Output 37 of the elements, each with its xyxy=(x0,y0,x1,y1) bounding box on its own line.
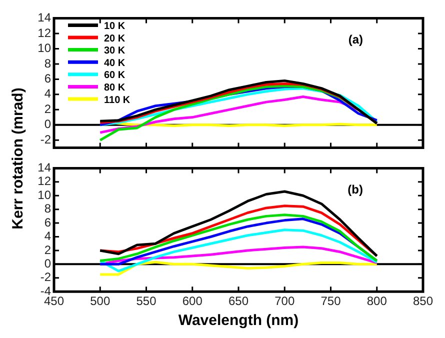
y-tick-label: 6 xyxy=(44,215,52,230)
annotation: (b) xyxy=(348,182,363,197)
legend-label: 110 K xyxy=(104,94,131,106)
y-tick-label: 2 xyxy=(44,102,52,116)
y-tick-label: 12 xyxy=(38,26,52,40)
y-tick-label: 4 xyxy=(44,86,52,101)
x-tick-label: 800 xyxy=(366,294,388,308)
legend-label: 60 K xyxy=(104,70,126,82)
y-tick-label: 6 xyxy=(44,72,52,86)
y-tick-label: 8 xyxy=(44,56,52,70)
y-tick-label: 0 xyxy=(44,117,52,132)
y-tick-label: 14 xyxy=(38,10,52,25)
x-tick-label: 750 xyxy=(320,294,342,308)
x-tick-label: 700 xyxy=(274,294,295,308)
legend-label: 20 K xyxy=(104,33,126,44)
y-tick-label: 10 xyxy=(38,188,52,202)
legend-label: 40 K xyxy=(104,58,126,69)
y-tick-label: 0 xyxy=(44,256,52,270)
annotation: (a) xyxy=(348,32,363,47)
x-tick-label: 650 xyxy=(228,294,249,308)
x-tick-label: 550 xyxy=(136,294,157,308)
y-tick-label: 12 xyxy=(38,174,52,188)
y-tick-label: 10 xyxy=(38,41,52,56)
x-tick-label: 600 xyxy=(182,294,203,308)
x-tick-label: 500 xyxy=(90,294,110,308)
y-tick-label: 4 xyxy=(44,229,52,244)
y-tick-label: 8 xyxy=(44,202,52,216)
y-axis-title: Kerr rotation (mrad) xyxy=(10,87,26,229)
legend-label: 10 K xyxy=(104,20,126,32)
y-tick-label: -2 xyxy=(40,132,52,146)
legend-label: 80 K xyxy=(104,82,126,94)
y-tick-label: 2 xyxy=(44,242,52,257)
y-tick-label: -2 xyxy=(40,270,52,284)
x-axis-title: Wavelength (nm) xyxy=(178,312,299,330)
y-tick-label: 14 xyxy=(38,160,52,175)
x-tick-label: 850 xyxy=(412,294,434,308)
legend-label: 30 K xyxy=(104,46,126,57)
